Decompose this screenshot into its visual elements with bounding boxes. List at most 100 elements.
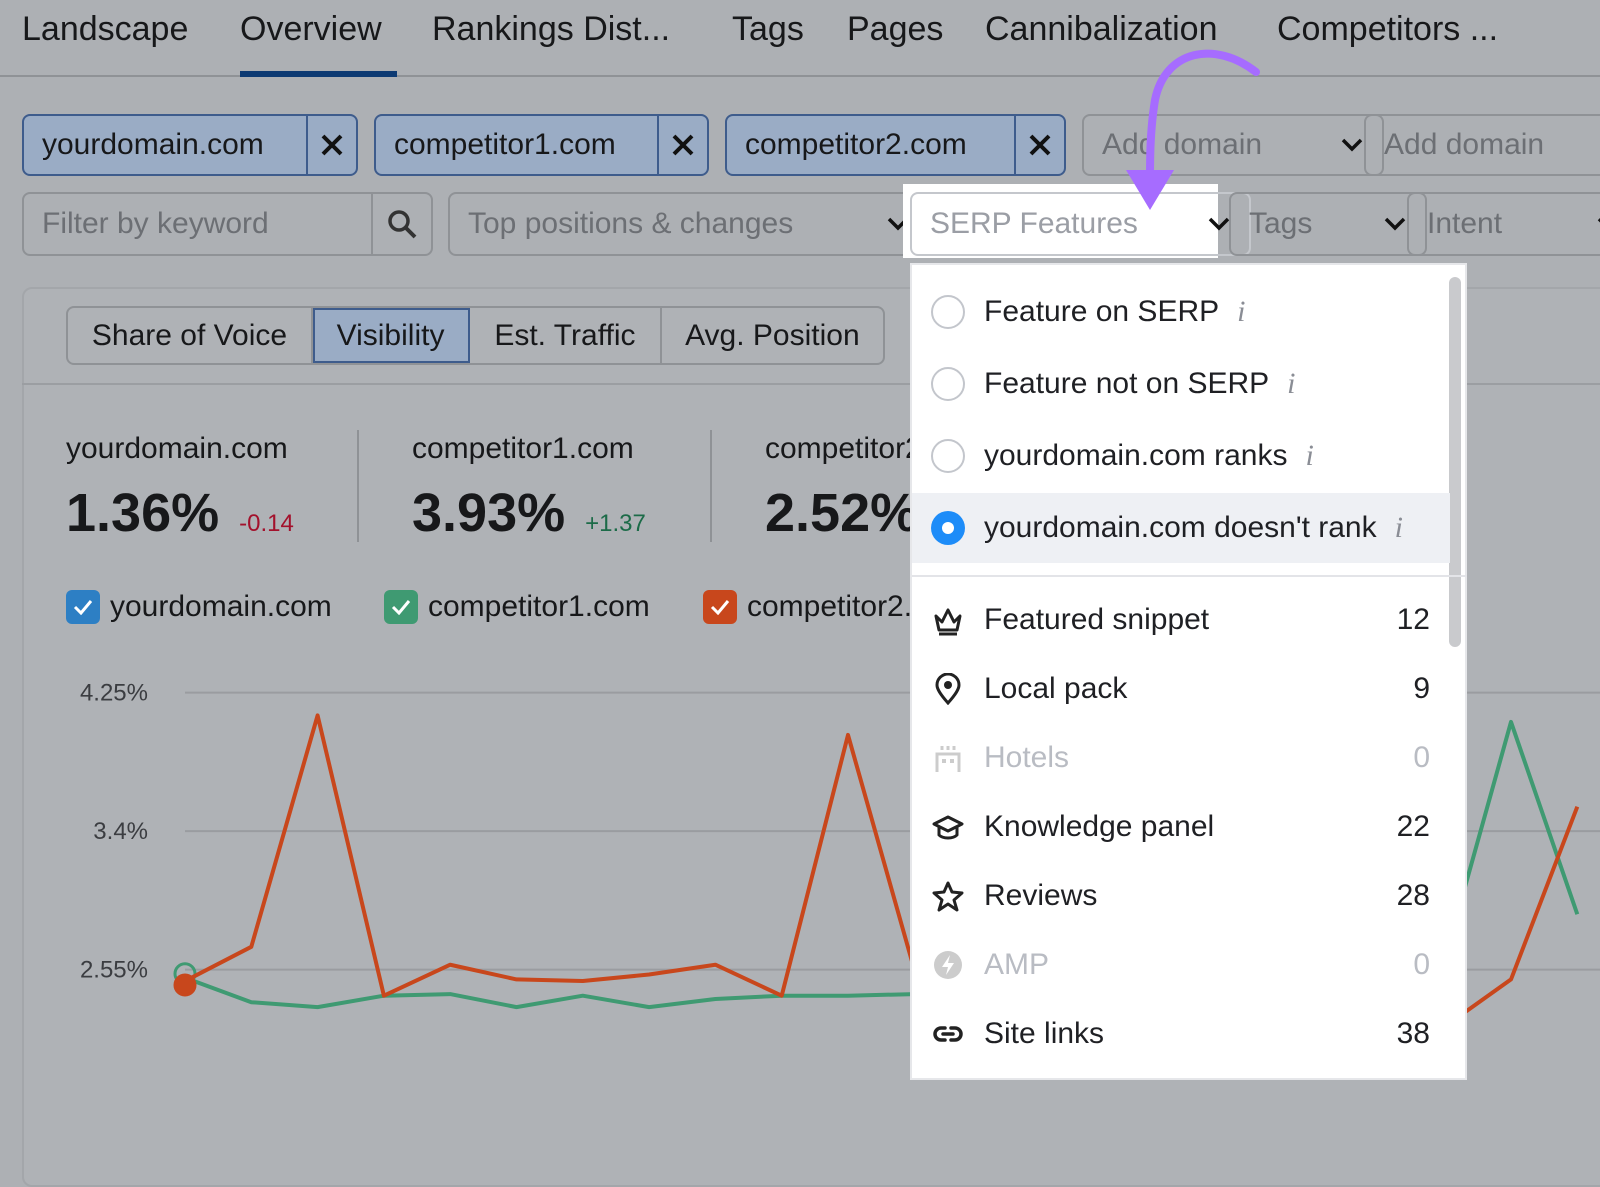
y-tick-label: 3.4%: [93, 818, 148, 845]
feature-icon-cell: [912, 604, 984, 636]
feature-icon-cell: [912, 811, 984, 843]
close-icon: [672, 134, 694, 156]
legend-item[interactable]: yourdomain.com: [66, 590, 332, 624]
tab[interactable]: Competitors ...: [1277, 10, 1499, 48]
tab[interactable]: Tags: [732, 10, 804, 48]
check-icon: [710, 600, 730, 615]
legend-checkbox[interactable]: [66, 590, 100, 624]
chevron: [1384, 217, 1406, 231]
radio-on: [931, 511, 965, 545]
close-icon: [321, 134, 343, 156]
feature-option[interactable]: Site links 38: [912, 999, 1450, 1069]
feature-option[interactable]: Knowledge panel 22: [912, 792, 1450, 862]
feature-option: AMP 0: [912, 930, 1450, 1000]
domain-chip[interactable]: yourdomain.com: [22, 114, 358, 176]
remove-button[interactable]: [1016, 116, 1064, 174]
placeholder: Filter by keyword: [42, 207, 269, 240]
radio-option[interactable]: yourdomain.com ranks i: [912, 421, 1450, 491]
metric-tab[interactable]: Share of Voice: [68, 308, 313, 363]
remove-button[interactable]: [659, 116, 707, 174]
metric-tab[interactable]: Avg. Position: [685, 318, 860, 352]
serp-filter[interactable]: SERP Features: [910, 192, 1251, 256]
summary-divider: [710, 430, 712, 542]
legend-checkbox[interactable]: [703, 590, 737, 624]
y-tick-label: 4.25%: [80, 680, 148, 707]
filter-text: SERP Features: [930, 207, 1138, 240]
positions-filter[interactable]: Top positions & changes: [448, 192, 930, 256]
feature-icon-cell: [912, 673, 984, 705]
keyword-filter[interactable]: Filter by keyword: [22, 192, 433, 256]
tab[interactable]: Rankings Dist...: [432, 10, 671, 48]
metric-tab[interactable]: Visibility: [313, 308, 471, 363]
feature-option[interactable]: Local pack 9: [912, 654, 1450, 724]
add-domain-text: Add domain: [1384, 128, 1545, 161]
radio-option[interactable]: yourdomain.com doesn't rank i: [912, 493, 1450, 563]
tags-filter[interactable]: Tags: [1229, 192, 1427, 256]
tab[interactable]: Overview: [240, 10, 382, 48]
feature-icon-cell: [912, 949, 984, 981]
legend-item[interactable]: competitor1.com: [384, 590, 650, 624]
add-domain[interactable]: Add domain: [1364, 114, 1600, 176]
feature-option[interactable]: Featured snippet 12: [912, 585, 1450, 655]
legend-checkbox[interactable]: [384, 590, 418, 624]
info-icon: i: [1237, 295, 1246, 328]
dropdown-divider: [912, 575, 1467, 577]
summary-value: 2.52%: [765, 483, 919, 543]
feature-count: 12: [1396, 603, 1430, 636]
feature-icon-cell: [912, 742, 984, 774]
summary-value-row: 3.93% +1.37: [412, 482, 646, 544]
summary-value: 1.36%: [66, 483, 220, 543]
y-tick-label: 2.55%: [80, 957, 148, 984]
intent-filter[interactable]: Intent: [1407, 192, 1600, 256]
tab[interactable]: Cannibalization: [985, 10, 1218, 48]
tab[interactable]: Pages: [847, 10, 944, 48]
tab[interactable]: Landscape: [22, 10, 189, 48]
metric-tab[interactable]: Est. Traffic: [470, 308, 662, 363]
feature-icon-cell: [912, 880, 984, 912]
page: Overview html, body { margin: 0; padding…: [0, 10, 1600, 1187]
domain-name: competitor2.com: [727, 116, 1017, 174]
feature-count: 28: [1396, 879, 1430, 912]
radio-off: [931, 295, 965, 329]
feature-count: 9: [1413, 672, 1430, 705]
active-tab-underline: [240, 71, 397, 77]
info-icon: i: [1287, 367, 1296, 400]
check-icon: [391, 600, 411, 615]
option-label: yourdomain.com ranks: [984, 439, 1288, 472]
feature-option: Hotels 0: [912, 723, 1450, 793]
radio-cell: [912, 366, 984, 402]
feature-label: Site links: [984, 1017, 1105, 1050]
summary-domain: yourdomain.com: [66, 432, 288, 465]
feature-icon: [932, 815, 964, 840]
domain-chip[interactable]: competitor1.com: [374, 114, 709, 176]
feature-label: Hotels: [984, 741, 1070, 774]
feature-icon: [935, 673, 961, 705]
serp-dropdown: Feature on SERP i Feature not on SERP i your…: [910, 263, 1467, 1080]
feature-label: Featured snippet: [984, 603, 1210, 636]
scrollbar: [1449, 277, 1461, 647]
feature-label: Reviews: [984, 879, 1098, 912]
summary-value: 3.93%: [412, 483, 566, 543]
summary-change: -0.14: [239, 510, 294, 537]
info-icon: i: [1394, 511, 1403, 544]
radio-off: [931, 439, 965, 473]
info-icon: i: [1305, 439, 1314, 472]
option-label: yourdomain.com doesn't rank: [984, 511, 1377, 544]
feature-count: 0: [1413, 741, 1430, 774]
card-divider: [22, 383, 1600, 385]
app: {"tabs": ["Landscape", "Overview", "Rank…: [0, 10, 1600, 1187]
domain-chip[interactable]: competitor2.com: [725, 114, 1066, 176]
search-button[interactable]: [371, 194, 431, 254]
feature-icon: [932, 881, 964, 912]
tab-divider: [0, 75, 1600, 77]
radio-option[interactable]: Feature on SERP i: [912, 277, 1450, 347]
remove-button[interactable]: [308, 116, 356, 174]
legend-label: competitor1.com: [428, 590, 650, 623]
radio-option[interactable]: Feature not on SERP i: [912, 349, 1450, 419]
summary-domain: competitor1.com: [412, 432, 634, 465]
feature-option[interactable]: Reviews 28: [912, 861, 1450, 931]
metric-tabs: Share of Voice Visibility Est. Traffic A…: [66, 306, 885, 365]
feature-label: AMP: [984, 948, 1050, 981]
start-point: [173, 973, 197, 997]
feature-icon: [934, 608, 962, 636]
